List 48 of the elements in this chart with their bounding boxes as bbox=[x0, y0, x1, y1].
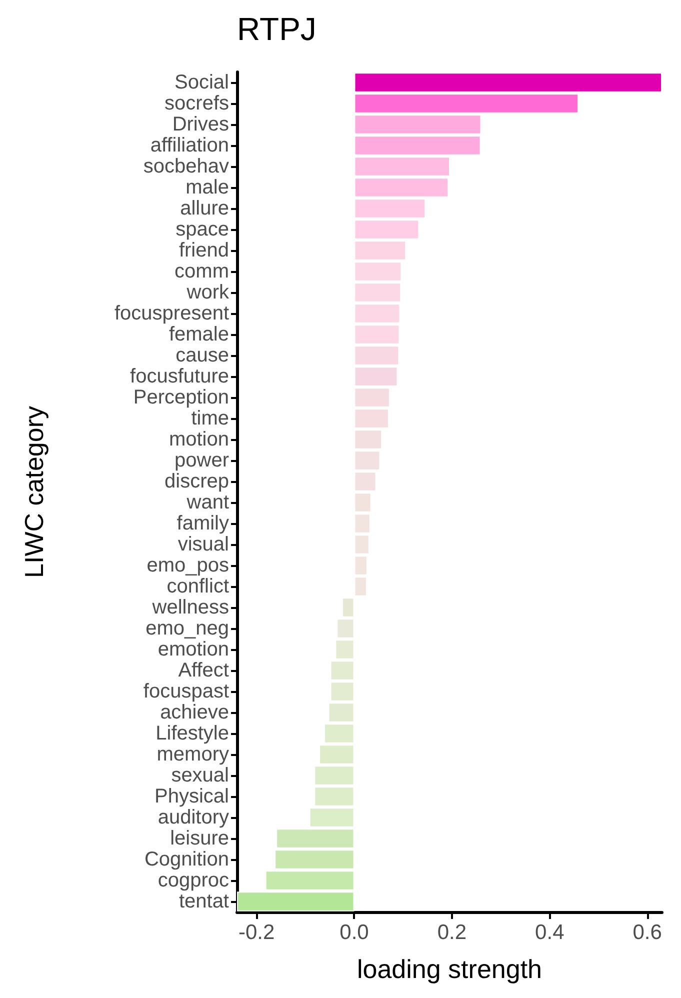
y-axis-title: LIWC category bbox=[19, 406, 49, 578]
y-tick-label: male bbox=[186, 176, 229, 198]
y-tick-label: focusfuture bbox=[130, 366, 229, 388]
y-tick-label: cogproc bbox=[158, 870, 229, 892]
y-tick-label: motion bbox=[168, 428, 229, 450]
y-tick-label: family bbox=[176, 512, 229, 534]
y-tick-label: Cognition bbox=[144, 848, 229, 870]
y-tick-label: memory bbox=[156, 744, 229, 766]
y-tick-label: work bbox=[186, 282, 230, 304]
y-tick-label: visual bbox=[178, 534, 229, 556]
y-tick-label: Perception bbox=[133, 386, 229, 408]
y-tick-label: cause bbox=[176, 344, 229, 366]
y-tick-label: achieve bbox=[160, 702, 229, 724]
y-tick-label: focuspresent bbox=[114, 302, 230, 324]
y-tick-label: emotion bbox=[158, 638, 229, 660]
y-tick-label: Physical bbox=[154, 786, 229, 808]
chart-title: RTPJ bbox=[237, 11, 316, 47]
y-tick-label: Drives bbox=[172, 114, 229, 136]
y-tick-label: emo_pos bbox=[146, 554, 229, 576]
x-tick-label: 0.4 bbox=[535, 921, 565, 944]
y-tick-label: conflict bbox=[166, 576, 230, 598]
x-tick-label: 0.2 bbox=[437, 921, 467, 944]
y-tick-label: socbehav bbox=[143, 156, 229, 178]
y-tick-label: power bbox=[174, 450, 230, 472]
x-tick-label: 0.6 bbox=[632, 921, 662, 944]
x-axis-title: loading strength bbox=[356, 954, 542, 984]
y-tick-label: sexual bbox=[171, 764, 229, 786]
y-tick-label: comm bbox=[174, 260, 229, 282]
y-tick-label: Affect bbox=[178, 660, 230, 682]
y-tick-label: time bbox=[191, 408, 229, 430]
y-tick-label: female bbox=[168, 324, 229, 346]
x-tick-label: -0.2 bbox=[238, 921, 275, 944]
y-tick-label: emo_neg bbox=[146, 618, 229, 640]
y-tick-label: allure bbox=[180, 198, 229, 220]
y-tick-label: Social bbox=[174, 72, 229, 94]
y-tick-label: tentat bbox=[178, 890, 230, 912]
y-tick-label: discrep bbox=[164, 470, 229, 492]
y-tick-label: socrefs bbox=[164, 92, 229, 114]
y-tick-label: leisure bbox=[170, 828, 229, 850]
y-tick-label: want bbox=[186, 492, 230, 514]
x-tick-label: 0.0 bbox=[340, 921, 369, 944]
y-tick-label: Lifestyle bbox=[156, 722, 229, 744]
y-tick-label: affiliation bbox=[150, 134, 229, 156]
y-tick-label: friend bbox=[178, 240, 229, 262]
y-tick-label: auditory bbox=[158, 806, 229, 828]
y-tick-label: focuspast bbox=[143, 680, 230, 702]
y-tick-label: space bbox=[176, 218, 229, 240]
y-tick-label: wellness bbox=[151, 596, 229, 618]
